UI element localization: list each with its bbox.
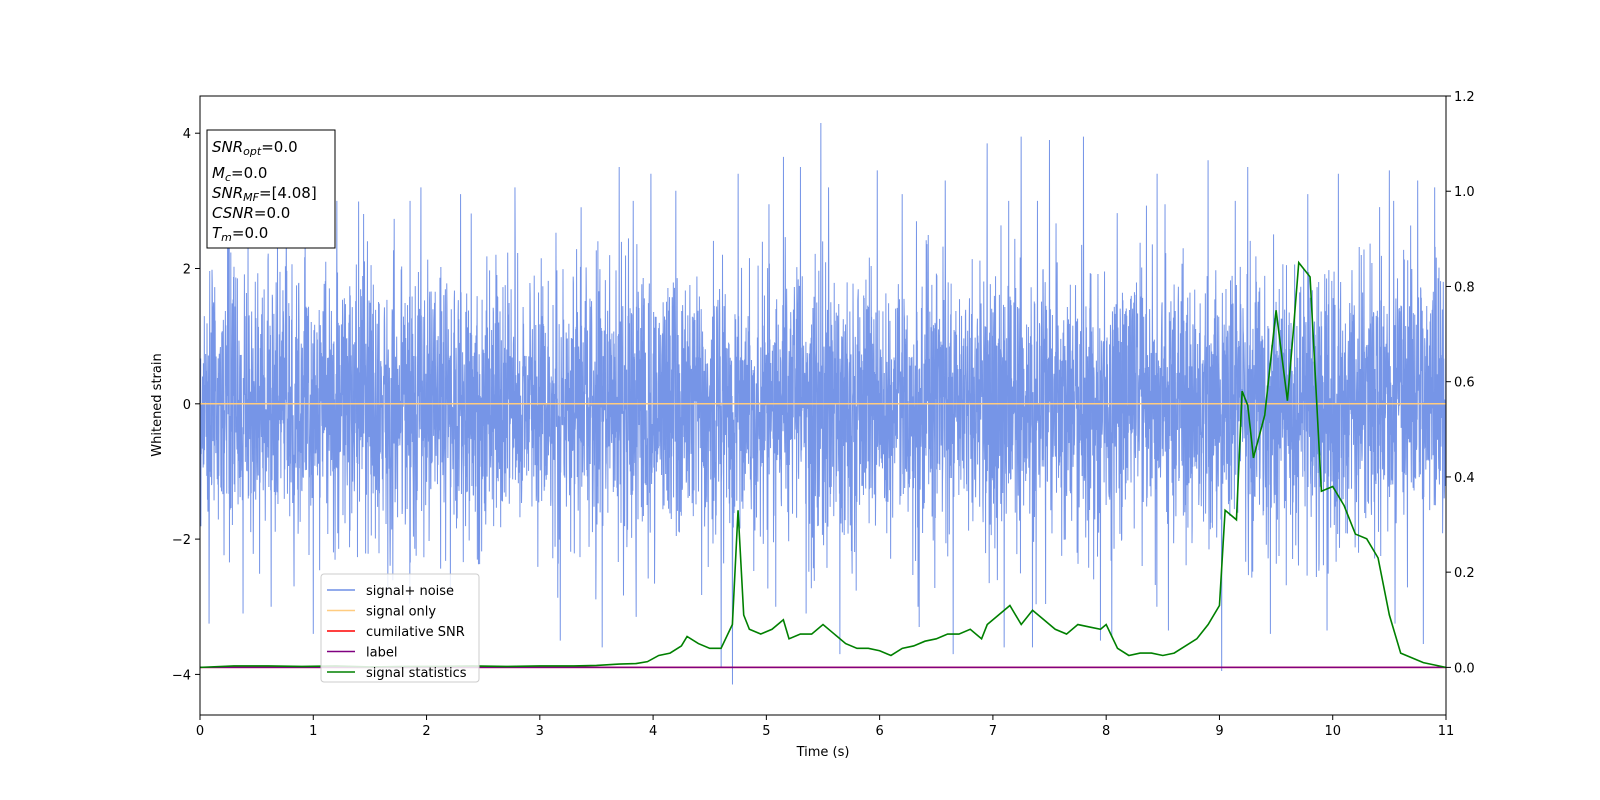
legend-label: signal+ noise (366, 584, 454, 599)
y2-tick-label: 1.2 (1454, 90, 1475, 105)
legend-label: label (366, 646, 397, 661)
y-tick-label: 2 (183, 263, 191, 278)
y2-tick-label: 1.0 (1454, 185, 1475, 200)
y2-tick-label: 0.0 (1454, 661, 1475, 676)
legend-label: signal only (366, 605, 436, 620)
x-tick-label: 1 (309, 724, 317, 739)
x-tick-label: 3 (536, 724, 544, 739)
x-tick-label: 5 (762, 724, 770, 739)
x-tick-label: 9 (1215, 724, 1223, 739)
y2-tick-label: 0.6 (1454, 376, 1475, 391)
x-tick-label: 0 (196, 724, 204, 739)
x-tick-label: 10 (1324, 724, 1341, 739)
x-tick-label: 11 (1438, 724, 1455, 739)
x-axis: 0 1 2 3 4 5 6 7 8 9 10 11 (196, 715, 1454, 739)
x-tick-label: 8 (1102, 724, 1110, 739)
legend: signal+ noise signal only cumilative SNR la… (320, 573, 480, 683)
x-tick-label: 4 (649, 724, 657, 739)
y2-tick-label: 0.8 (1454, 280, 1475, 295)
y-axis-right: 0.0 0.2 0.4 0.6 0.8 1.0 1.2 (1446, 90, 1475, 676)
x-tick-label: 6 (875, 724, 883, 739)
legend-label: cumilative SNR (366, 625, 465, 640)
info-mc: Mc=0.0 (212, 164, 267, 184)
x-tick-label: 7 (989, 724, 997, 739)
info-box-frame (206, 129, 336, 249)
info-snr-opt: SNRopt=0.0 (212, 138, 298, 158)
info-tm: Tm=0.0 (212, 224, 268, 244)
y2-tick-label: 0.4 (1454, 471, 1475, 486)
info-box: SNRopt=0.0 Mc=0.0 SNRMF=[4.08] CSNR=0.0 … (206, 129, 336, 249)
legend-frame (320, 573, 480, 683)
y-axis-title: Whitened strain (150, 353, 165, 456)
y-tick-label: 0 (183, 398, 191, 413)
info-snr-mf: SNRMF=[4.08] (212, 184, 317, 204)
y-tick-label: −2 (172, 533, 191, 548)
y-tick-label: −4 (172, 668, 191, 683)
axes-frame (199, 95, 1447, 716)
y-axis-left: −4 −2 0 2 4 (172, 127, 200, 683)
series-signal-noise (200, 123, 1446, 685)
y2-tick-label: 0.2 (1454, 566, 1475, 581)
y-tick-label: 4 (183, 127, 191, 142)
info-csnr: CSNR=0.0 (212, 204, 290, 222)
legend-label: signal statistics (366, 666, 467, 681)
series-signal-statistics (200, 260, 1446, 669)
x-tick-label: 2 (422, 724, 430, 739)
x-axis-title: Time (s) (796, 745, 850, 760)
